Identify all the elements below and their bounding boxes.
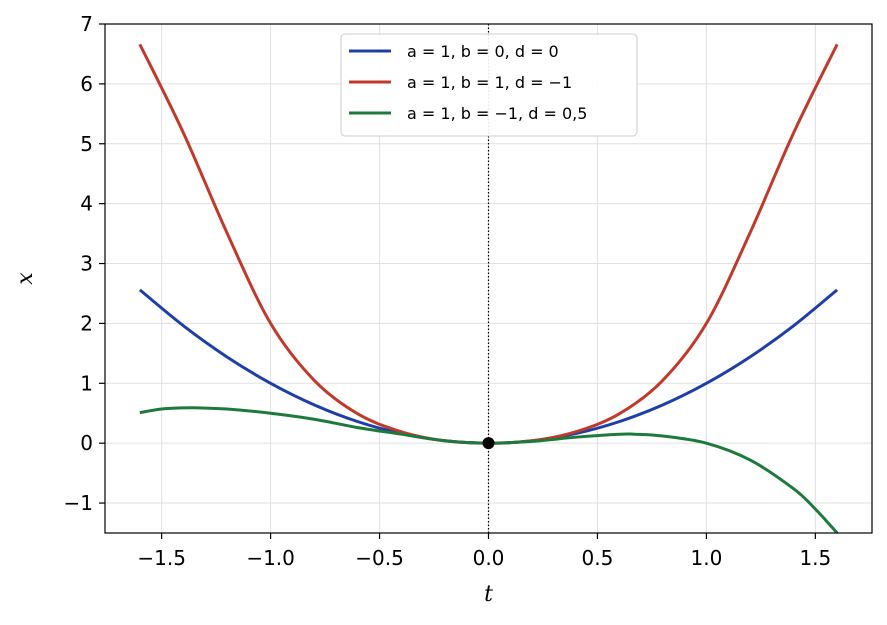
x-tick-label: 0.5 — [582, 546, 614, 570]
y-tick-label: 2 — [80, 311, 93, 335]
x-tick-label: −1.5 — [137, 546, 186, 570]
y-tick-label: 5 — [80, 132, 93, 156]
x-tick-label: −0.5 — [355, 546, 404, 570]
x-tick-label: 1.0 — [690, 546, 722, 570]
y-tick-label: 4 — [80, 192, 93, 216]
y-tick-label: 0 — [80, 431, 93, 455]
axis-ticks: −1.5 −1.0 −0.5 0.0 0.5 1.0 1.5 −1 0 1 2 3 4 5 6 7 — [64, 12, 832, 570]
x-tick-label: 0.0 — [473, 546, 505, 570]
x-axis-label: t — [484, 582, 493, 607]
y-axis-label: x — [13, 272, 38, 285]
legend-label: a = 1, b = 1, d = −1 — [407, 73, 572, 92]
legend-box — [340, 33, 638, 137]
x-tick-label: 1.5 — [799, 546, 831, 570]
y-tick-label: 6 — [80, 72, 93, 96]
y-tick-label: 3 — [80, 252, 93, 276]
y-tick-label: −1 — [64, 491, 93, 515]
legend-label: a = 1, b = −1, d = 0,5 — [407, 104, 587, 123]
origin-marker — [482, 437, 495, 450]
legend: a = 1, b = 0, d = 0 a = 1, b = 1, d = −1 a… — [340, 33, 638, 137]
legend-label: a = 1, b = 0, d = 0 — [407, 42, 559, 61]
y-tick-label: 7 — [80, 12, 93, 36]
y-tick-label: 1 — [80, 371, 93, 395]
x-tick-label: −1.0 — [246, 546, 295, 570]
